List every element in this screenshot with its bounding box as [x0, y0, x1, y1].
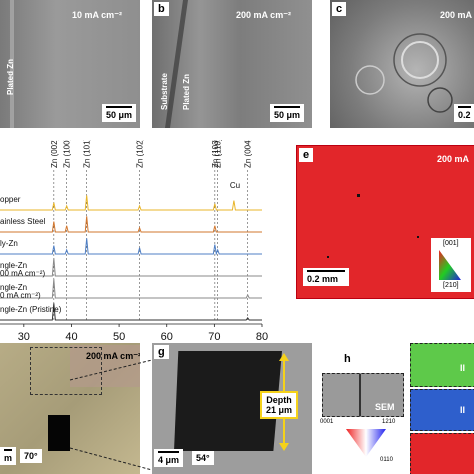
series-label: ngle-Zn (Pristine)	[0, 305, 62, 314]
panel-g-angle: 54°	[192, 451, 214, 465]
panel-e-condition: 200 mA	[437, 154, 470, 164]
series-label: ainless Steel	[0, 217, 46, 226]
panel-a-sem-image: 10 mA cm⁻² Plated Zn 50 μm	[0, 0, 140, 128]
panel-c-letter: c	[332, 2, 347, 16]
panel-a-condition: 10 mA cm⁻²	[72, 10, 122, 20]
tri-right-label: 1210	[382, 419, 396, 425]
ebsd-blue-map	[410, 389, 474, 431]
depth-label: Depth	[266, 395, 292, 405]
xrd-series-line	[0, 216, 262, 233]
panel-g-sem-cross-section: g Depth 21 μm 4 μm 54°	[152, 343, 312, 474]
panel-h-sem-label: SEM	[375, 402, 395, 412]
x-tick-label: 60	[161, 331, 173, 340]
peak-label: Zn (101)	[83, 140, 92, 168]
panel-h-sem-inset: SEM	[322, 373, 404, 417]
ipf-legend: [001] [210]	[431, 238, 471, 292]
ebsd-green-map	[410, 343, 474, 387]
cu-peak-label: Cu	[230, 181, 240, 190]
panel-c-scalebar: 0.2	[454, 104, 474, 122]
peak-label: Zn (002)	[50, 140, 59, 168]
tri-bottom-label: 0110	[380, 457, 393, 463]
x-tick-label: 40	[65, 331, 77, 340]
panel-e-scalebar: 0.2 mm	[303, 268, 349, 286]
depth-value: 21 μm	[266, 405, 293, 415]
xrd-series-line	[0, 238, 262, 255]
ipf-triangle-legend	[346, 429, 386, 457]
x-tick-label: 50	[113, 331, 125, 340]
panel-b-letter: b	[154, 2, 169, 16]
xrd-series-line	[0, 195, 262, 211]
series-label: ngle-Zn	[0, 283, 27, 292]
peak-label: Zn (100)	[63, 140, 72, 168]
side-label-1: II	[460, 363, 466, 373]
xrd-series-line	[0, 279, 262, 299]
panel-f-optical-image: 200 mA cm⁻² m 70°	[0, 343, 140, 474]
fib-trench	[48, 415, 70, 451]
panel-e-letter: e	[299, 148, 314, 162]
series-label: ngle-Zn	[0, 261, 27, 270]
panel-f-angle: 70°	[20, 449, 42, 463]
panel-c-condition: 200 mA	[440, 10, 473, 20]
x-tick-label: 80	[256, 331, 268, 340]
peak-label: Zn (103)	[211, 140, 220, 168]
peak-label: Zn (110)	[214, 140, 223, 168]
panel-h: h SEM 0001 1210 0110 II II	[320, 343, 474, 474]
series-sublabel: 00 mA cm⁻²)	[0, 269, 45, 278]
x-tick-label: 70	[208, 331, 220, 340]
panel-a-scalebar: 50 μm	[102, 104, 137, 122]
x-tick-label: 30	[18, 331, 30, 340]
panel-b-plated-zn-label: Plated Zn	[182, 73, 191, 110]
panel-a-plated-zn-label: Plated Zn	[6, 58, 15, 95]
panel-h-letter: h	[344, 353, 351, 365]
xrd-series-line	[0, 303, 262, 321]
series-sublabel: 0 mA cm⁻²)	[0, 291, 41, 300]
panel-c-sem-image: c 200 mA 0.2	[330, 0, 474, 128]
ipf-legend-bottom: [210]	[443, 282, 459, 289]
ebsd-red-map	[410, 433, 474, 474]
panel-f-scalebar: m	[0, 447, 17, 465]
panel-b-condition: 200 mA cm⁻²	[236, 10, 291, 20]
side-label-2: II	[460, 405, 466, 415]
panel-b-scalebar: 50 μm	[270, 104, 305, 122]
panel-b-substrate-label: Substrate	[160, 73, 169, 110]
series-label: ly-Zn	[0, 239, 18, 248]
ipf-legend-top: [001]	[443, 240, 459, 247]
panel-b-sem-image: b 200 mA cm⁻² Substrate Plated Zn 50 μm	[152, 0, 312, 128]
xrd-series-line	[0, 258, 262, 277]
xrd-plot-svg: Zn (002) Zn (100) Zn (101) Zn (102) Zn (103)…	[0, 137, 268, 343]
series-label: opper	[0, 195, 21, 204]
panel-f-condition: 200 mA cm⁻²	[86, 351, 140, 361]
peak-label: Zn (004)	[244, 140, 253, 168]
xrd-chart: Zn (002) Zn (100) Zn (101) Zn (102) Zn (103)…	[0, 137, 290, 343]
panel-g-scalebar: 4 μm	[154, 449, 184, 467]
tri-left-label: 0001	[320, 419, 334, 425]
depth-box: Depth 21 μm	[260, 391, 299, 419]
panel-e-ebsd-map: e 200 mA 0.2 mm [001] [210]	[296, 145, 474, 299]
panel-g-letter: g	[154, 345, 169, 359]
peak-label: Zn (102)	[136, 140, 145, 168]
